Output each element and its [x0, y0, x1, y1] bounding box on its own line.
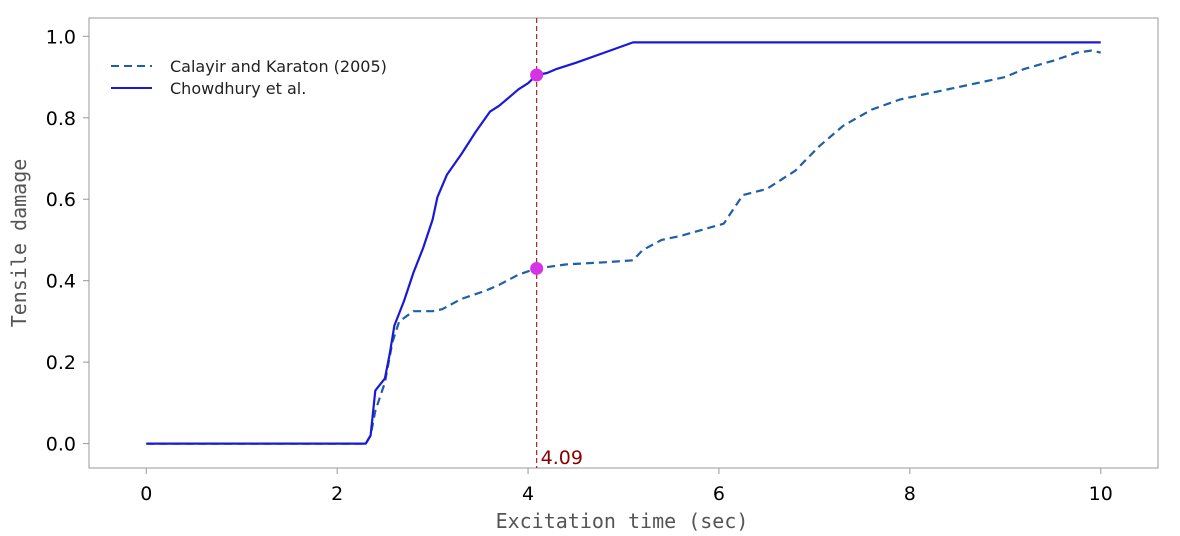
x-tick-label: 10 — [1089, 483, 1113, 505]
highlight-points — [530, 68, 544, 275]
x-axis-label: Excitation time (sec) — [496, 509, 749, 533]
legend: Calayir and Karaton (2005) Chowdhury et … — [111, 57, 387, 98]
x-tick-label: 0 — [140, 483, 152, 505]
series-lines — [146, 41, 1101, 445]
axis-ticks: 0 2 4 6 8 10 0.0 0.2 0.4 0.6 0.8 1.0 — [46, 26, 1113, 505]
legend-label-calayir: Calayir and Karaton (2005) — [170, 57, 387, 76]
y-tick-label: 0.6 — [46, 189, 76, 211]
vertical-marker-label: 4.09 — [541, 447, 583, 469]
y-tick-label: 0.0 — [46, 434, 76, 456]
y-tick-label: 0.4 — [46, 271, 76, 293]
highlight-point — [530, 68, 544, 82]
series-line-calayir — [146, 49, 1101, 445]
x-tick-label: 6 — [713, 483, 725, 505]
plot-frame — [88, 17, 1159, 469]
x-tick-label: 2 — [331, 483, 343, 505]
y-tick-label: 1.0 — [46, 26, 76, 48]
series-line-chowdhury — [146, 41, 1101, 445]
legend-label-chowdhury: Chowdhury et al. — [170, 79, 306, 98]
highlight-point — [530, 261, 544, 275]
y-tick-label: 0.8 — [46, 108, 76, 130]
y-tick-label: 0.2 — [46, 352, 76, 374]
highlight-vertical-line: 4.09 — [536, 18, 583, 469]
y-axis-label: Tensile damage — [7, 159, 31, 328]
x-tick-label: 8 — [904, 483, 916, 505]
x-tick-label: 4 — [522, 483, 534, 505]
